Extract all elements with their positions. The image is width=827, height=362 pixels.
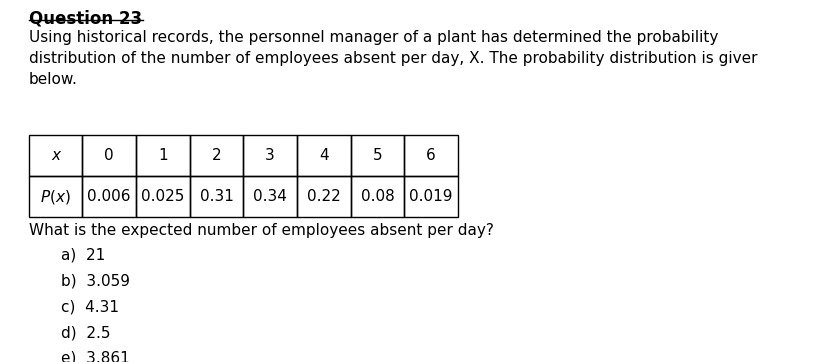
- Text: 1: 1: [158, 148, 167, 163]
- Text: 6: 6: [426, 148, 436, 163]
- Bar: [82, 176, 136, 217]
- Text: 0.08: 0.08: [360, 189, 394, 204]
- Bar: [82, 135, 136, 176]
- Bar: [350, 176, 404, 217]
- Text: What is the expected number of employees absent per day?: What is the expected number of employees…: [29, 223, 493, 238]
- Text: 0.22: 0.22: [307, 189, 340, 204]
- Text: 2: 2: [212, 148, 221, 163]
- Text: Using historical records, the personnel manager of a plant has determined the pr: Using historical records, the personnel …: [29, 30, 756, 87]
- Text: $P(x)$: $P(x)$: [40, 188, 71, 206]
- Text: 0.31: 0.31: [199, 189, 233, 204]
- Bar: [404, 176, 457, 217]
- Text: b)  3.059: b) 3.059: [60, 273, 130, 289]
- Bar: [350, 135, 404, 176]
- Text: 0.025: 0.025: [141, 189, 184, 204]
- Text: x: x: [51, 148, 60, 163]
- Text: a)  21: a) 21: [60, 248, 105, 262]
- Text: Question 23: Question 23: [29, 9, 141, 27]
- Bar: [297, 135, 350, 176]
- Bar: [404, 135, 457, 176]
- Text: d)  2.5: d) 2.5: [60, 325, 110, 340]
- Text: 5: 5: [372, 148, 382, 163]
- Text: 4: 4: [318, 148, 328, 163]
- Text: e)  3.861: e) 3.861: [60, 351, 129, 362]
- Text: c)  4.31: c) 4.31: [60, 299, 119, 314]
- Bar: [136, 176, 189, 217]
- Text: 0.019: 0.019: [409, 189, 452, 204]
- Bar: [29, 176, 82, 217]
- Bar: [243, 176, 297, 217]
- Bar: [136, 135, 189, 176]
- Bar: [29, 135, 82, 176]
- Text: 3: 3: [265, 148, 275, 163]
- Text: 0.34: 0.34: [253, 189, 287, 204]
- Bar: [189, 176, 243, 217]
- Bar: [297, 176, 350, 217]
- Text: 0: 0: [104, 148, 114, 163]
- Bar: [243, 135, 297, 176]
- Bar: [189, 135, 243, 176]
- Text: 0.006: 0.006: [88, 189, 131, 204]
